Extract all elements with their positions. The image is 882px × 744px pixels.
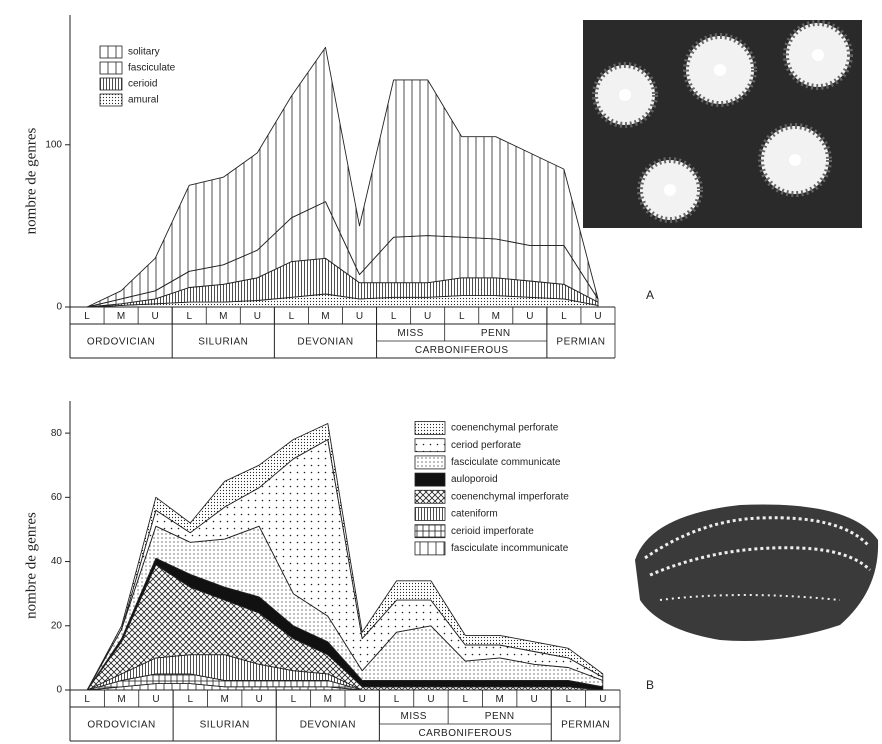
x-tick-label: L [289, 311, 295, 322]
x-tick-label: U [152, 694, 159, 705]
subperiod-label: MISS [401, 711, 427, 722]
y-tick-label: 80 [51, 428, 63, 439]
subperiod-label: PENN [485, 711, 515, 722]
x-tick-label: U [254, 311, 261, 322]
period-label: ORDOVICIAN [87, 337, 155, 348]
legend-swatch [99, 77, 123, 91]
x-tick-label: L [391, 311, 397, 322]
illustration-b [635, 504, 879, 641]
x-tick-label: L [463, 694, 469, 705]
x-tick-label: U [359, 694, 366, 705]
y-tick-label: 40 [51, 556, 63, 567]
period-label: ORDOVICIAN [87, 720, 155, 731]
y-tick-label: 0 [56, 302, 62, 313]
y-axis-label: nombre de genres [23, 128, 39, 235]
legend-label: coenenchymal imperforate [451, 491, 569, 502]
panel-label: A [646, 288, 654, 302]
panel-label: B [646, 678, 654, 692]
x-tick-label: U [356, 311, 363, 322]
legend-swatch [414, 438, 446, 453]
x-tick-label: L [188, 694, 194, 705]
area [86, 423, 604, 691]
legend-swatch [414, 507, 446, 521]
legend-label: fasciculate communicate [451, 457, 561, 468]
period-label: SILURIAN [198, 337, 248, 348]
legend-swatch [99, 93, 123, 107]
period-label: PERMIAN [561, 720, 610, 731]
x-tick-label: M [492, 311, 500, 322]
x-tick-label: U [594, 311, 601, 322]
x-tick-label: L [566, 694, 572, 705]
legend-label: fasciculate incommunicate [451, 543, 569, 554]
y-axis-label: nombre de genres [23, 512, 39, 619]
x-tick-label: M [496, 694, 504, 705]
period-label: CARBONIFEROUS [415, 345, 509, 356]
period-label: DEVONIAN [297, 337, 353, 348]
x-tick-label: U [255, 694, 262, 705]
x-tick-label: U [152, 311, 159, 322]
subperiod-label: MISS [397, 328, 423, 339]
x-tick-label: L [84, 311, 90, 322]
legend-label: amural [128, 95, 159, 106]
x-tick-label: L [84, 694, 90, 705]
x-tick-label: U [530, 694, 537, 705]
legend-swatch [414, 472, 446, 487]
period-label: PERMIAN [556, 337, 605, 348]
x-tick-label: M [324, 694, 332, 705]
subperiod-label: PENN [481, 328, 511, 339]
period-label: CARBONIFEROUS [418, 728, 512, 739]
legend-label: cateniform [451, 509, 498, 520]
illustration-a [583, 20, 862, 228]
x-tick-label: M [117, 694, 125, 705]
x-tick-label: U [526, 311, 533, 322]
period-label: SILURIAN [200, 720, 250, 731]
legend-label: cerioid imperforate [451, 526, 534, 537]
legend-label: ceriod perforate [451, 440, 521, 451]
x-tick-label: U [427, 694, 434, 705]
legend-label: auloporoid [451, 474, 498, 485]
legend-label: fasciculate [128, 63, 176, 74]
y-tick-label: 20 [51, 620, 63, 631]
x-tick-label: L [459, 311, 465, 322]
legend-swatch [414, 524, 446, 539]
y-tick-label: 100 [45, 139, 62, 150]
x-tick-label: L [291, 694, 297, 705]
area [86, 46, 599, 308]
legend-label: coenenchymal perforate [451, 423, 559, 434]
period-label: DEVONIAN [300, 720, 356, 731]
x-tick-label: L [394, 694, 400, 705]
legend-swatch [99, 45, 123, 59]
legend-label: solitary [128, 47, 160, 58]
legend-swatch [99, 61, 123, 75]
x-tick-label: L [561, 311, 567, 322]
legend-swatch [414, 455, 446, 470]
y-tick-label: 0 [56, 685, 62, 696]
x-tick-label: L [186, 311, 192, 322]
x-tick-label: U [424, 311, 431, 322]
x-tick-label: M [221, 694, 229, 705]
x-tick-label: M [321, 311, 329, 322]
y-tick-label: 60 [51, 492, 63, 503]
legend-label: cerioid [128, 79, 157, 90]
legend-swatch [414, 541, 446, 556]
legend-swatch [414, 489, 446, 504]
x-tick-label: M [117, 311, 125, 322]
x-tick-label: M [219, 311, 227, 322]
legend-swatch [414, 421, 446, 435]
x-tick-label: U [599, 694, 606, 705]
